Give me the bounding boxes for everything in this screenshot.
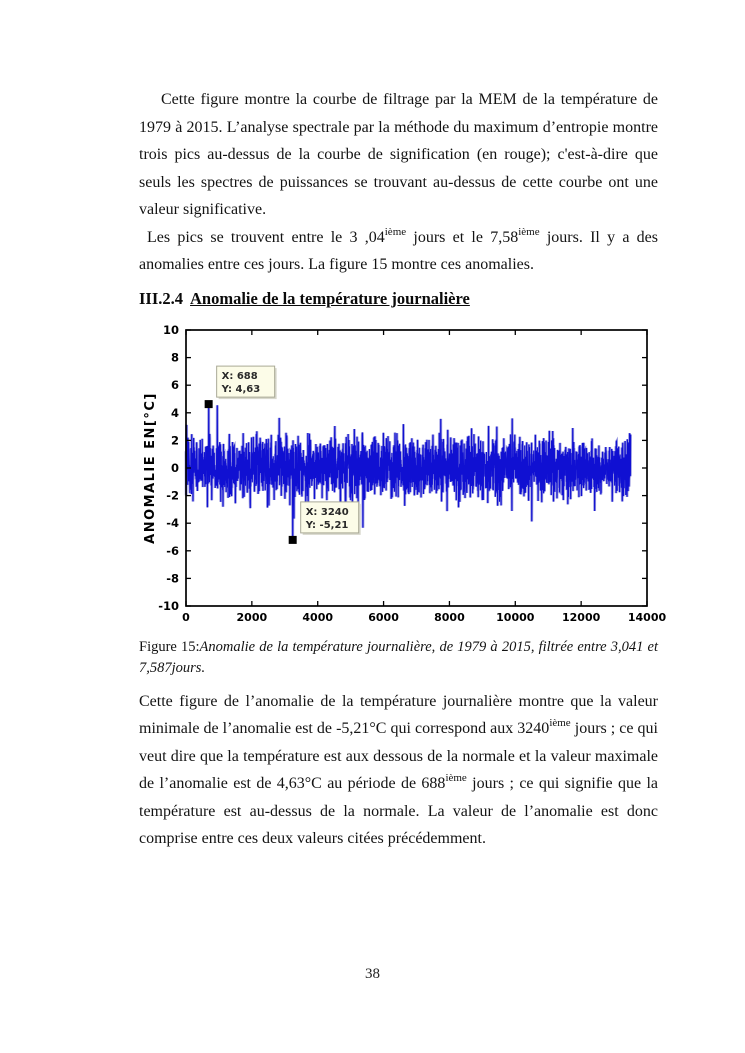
analysis-text-3: jours ; ce qui signifie que la températu…: [139, 775, 659, 847]
intro-paragraph: Cette figure montre la courbe de filtrag…: [139, 86, 658, 224]
ordinal-superscript: ième: [549, 717, 571, 729]
page-number: 38: [365, 966, 380, 982]
x-tick-label: 0: [182, 611, 190, 624]
datatip-marker-2: [288, 535, 297, 544]
peaks-text-2: jours et le 7,58: [406, 228, 519, 246]
datatip-y-value: Y: -5,21: [305, 519, 349, 530]
text-column: Cette figure montre la courbe de filtrag…: [139, 86, 666, 853]
y-tick-label: -4: [166, 516, 179, 530]
section-number: III.2.4: [139, 288, 184, 308]
section-heading: III.2.4 Anomalie de la température journa…: [139, 287, 658, 310]
y-tick-label: -8: [166, 571, 179, 585]
x-tick-label: 2000: [237, 611, 268, 624]
peaks-text-3: jours. Il y a des anomalies entre ces jo…: [139, 228, 659, 274]
x-tick-label: 12000: [562, 611, 601, 624]
analysis-paragraph: Cette figure de l’anomalie de la tempéra…: [139, 688, 658, 853]
y-tick-label: -10: [158, 599, 179, 613]
analysis-text-2: jours ; ce qui veut dire que la températ…: [139, 720, 658, 792]
figure-caption-label: Figure 15:: [139, 638, 200, 655]
ordinal-superscript: ième: [445, 772, 467, 784]
datatip-marker-1: [204, 399, 213, 408]
x-tick-label: 14000: [628, 611, 667, 624]
intro-paragraph-text: Cette figure montre la courbe de filtrag…: [139, 91, 658, 218]
y-tick-label: 10: [163, 323, 179, 337]
datatip-x-value: X: 3240: [306, 506, 349, 517]
y-tick-label: 2: [171, 433, 179, 447]
y-axis-label: ANOMALIE EN[°C]: [143, 392, 158, 544]
y-tick-label: 6: [171, 378, 179, 392]
x-tick-label: 4000: [302, 611, 333, 624]
datatip-box-1: [216, 365, 276, 398]
y-tick-label: -6: [166, 543, 179, 557]
datatip-y-value: Y: 4,63: [221, 384, 261, 395]
peaks-text-1: Les pics se trouvent entre le 3 ,04: [147, 228, 385, 246]
x-tick-label: 10000: [496, 611, 535, 624]
ordinal-superscript: ième: [384, 225, 407, 238]
figure-caption: Figure 15:Anomalie de la température jou…: [139, 637, 658, 679]
peaks-paragraph: Les pics se trouvent entre le 3 ,04ième …: [139, 224, 658, 279]
datatip-box-2: [300, 500, 360, 533]
y-tick-label: 8: [171, 350, 179, 364]
x-tick-label: 6000: [368, 611, 399, 624]
section-title: Anomalie de la température journalière: [190, 288, 470, 308]
x-tick-label: 8000: [434, 611, 465, 624]
analysis-text-1: Cette figure de l’anomalie de la tempéra…: [139, 692, 658, 738]
y-tick-label: -2: [166, 488, 179, 502]
y-tick-label: 0: [171, 461, 179, 475]
y-tick-label: 4: [171, 405, 179, 419]
ordinal-superscript: ième: [518, 225, 540, 238]
datatip-x-value: X: 688: [222, 371, 258, 382]
noise-series: [185, 403, 632, 540]
figure-15-chart: 0 2000 4000 6000 8000 10000 12000 14000 10 8 6 4 2 0-…: [139, 323, 679, 635]
figure-caption-text: Anomalie de la température journalière, …: [139, 638, 658, 676]
anomaly-chart: 0 2000 4000 6000 8000 10000 12000 140001086420-…: [143, 323, 667, 624]
